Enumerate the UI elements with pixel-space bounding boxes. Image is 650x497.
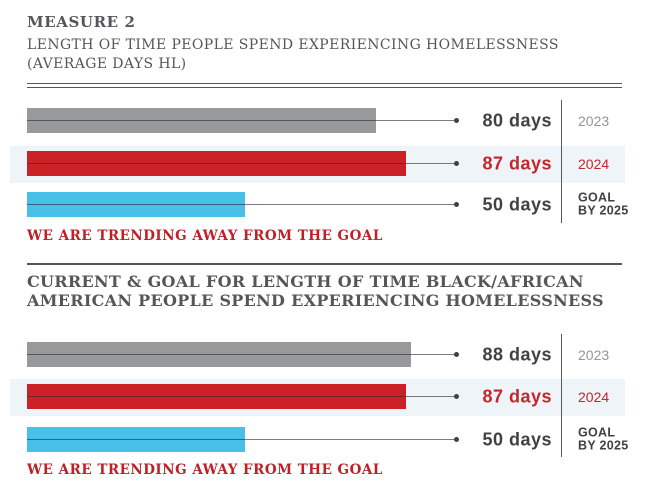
- connector-line: [27, 120, 457, 121]
- value-label-2024: 87 days: [482, 386, 552, 406]
- year-column-divider: [561, 334, 562, 457]
- section2-title-line2: AMERICAN PEOPLE SPEND EXPERIENCING HOMEL…: [27, 291, 604, 310]
- connector-dot: [454, 352, 459, 357]
- connector-line: [27, 396, 457, 397]
- connector-dot: [454, 118, 459, 123]
- connector-dot: [454, 394, 459, 399]
- goal-line2: BY 2025: [578, 438, 629, 453]
- connector-line: [27, 439, 457, 440]
- measure-subtitle-line2: (AVERAGE DAYS HL): [27, 56, 187, 72]
- connector-dot: [454, 202, 459, 207]
- section2-title-line1: CURRENT & GOAL FOR LENGTH OF TIME BLACK/…: [27, 272, 584, 291]
- goal-line2: BY 2025: [578, 203, 629, 218]
- header-divider-rule: [27, 83, 622, 88]
- measure-kicker: MEASURE 2: [27, 13, 136, 31]
- year-label-goal-2025: GOAL BY 2025: [578, 425, 629, 453]
- year-label-goal-2025: GOAL BY 2025: [578, 190, 629, 218]
- year-label-2024: 2024: [578, 155, 610, 172]
- value-label-goal: 50 days: [482, 194, 552, 214]
- year-label-2023: 2023: [578, 346, 610, 363]
- value-label-2023: 88 days: [482, 344, 552, 364]
- value-label-2024: 87 days: [482, 153, 552, 173]
- connector-line: [27, 354, 457, 355]
- value-label-2023: 80 days: [482, 110, 552, 130]
- trend-note-baa: WE ARE TRENDING AWAY FROM THE GOAL: [27, 462, 383, 478]
- value-label-goal: 50 days: [482, 429, 552, 449]
- goal-line1: GOAL: [578, 425, 616, 439]
- year-label-2023: 2023: [578, 112, 610, 129]
- trend-note-overall: WE ARE TRENDING AWAY FROM THE GOAL: [27, 228, 383, 244]
- year-label-2024: 2024: [578, 388, 610, 405]
- measure-subtitle-line1: LENGTH OF TIME PEOPLE SPEND EXPERIENCING…: [27, 37, 559, 53]
- connector-dot: [454, 437, 459, 442]
- goal-line1: GOAL: [578, 190, 616, 204]
- year-column-divider: [561, 100, 562, 223]
- connector-line: [27, 204, 457, 205]
- section-divider-rule: [27, 263, 622, 265]
- connector-dot: [454, 161, 459, 166]
- connector-line: [27, 163, 457, 164]
